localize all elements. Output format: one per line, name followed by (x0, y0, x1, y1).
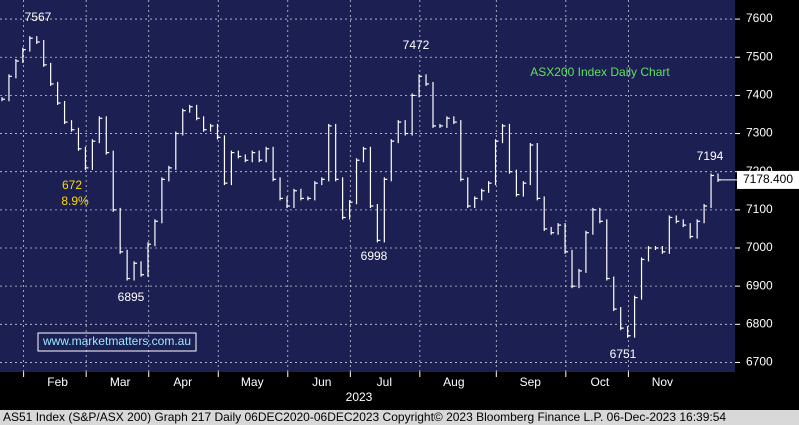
annotation: 7472 (403, 38, 430, 52)
x-tick-label: Sep (520, 375, 542, 389)
annotation: 672 (62, 178, 82, 192)
annotation: 6895 (118, 290, 145, 304)
x-tick-label: Apr (173, 375, 192, 389)
y-tick-label: 7000 (746, 240, 773, 254)
y-tick-label: 6700 (746, 355, 773, 369)
footer-bar (0, 410, 799, 425)
x-tick-label: Feb (47, 375, 68, 389)
y-tick-label: 7500 (746, 49, 773, 63)
x-tick-label: Mar (110, 375, 131, 389)
annotation: 6998 (361, 249, 388, 263)
x-tick-label: Jun (312, 375, 331, 389)
annotation: 7194 (697, 149, 724, 163)
annotation: 8.9% (61, 194, 89, 208)
annotation: www.marketmatters.com.au (42, 334, 191, 348)
last-price-label: 7178.400 (743, 172, 793, 186)
x-tick-label: Oct (590, 375, 609, 389)
y-tick-label: 6900 (746, 278, 773, 292)
plot-area (0, 0, 735, 372)
y-tick-label: 7600 (746, 11, 773, 25)
x-tick-label: Nov (652, 375, 673, 389)
y-tick-label: 7400 (746, 88, 773, 102)
y-tick-label: 6800 (746, 316, 773, 330)
footer: AS51 Index (S&P/ASX 200) Graph 217 Daily… (3, 410, 726, 424)
x-tick-label: May (241, 375, 264, 389)
annotation: 7567 (25, 10, 52, 24)
watermark-box (37, 332, 197, 352)
chart-title: ASX200 Index Daily Chart (530, 65, 670, 79)
x-tick-label: Aug (443, 375, 464, 389)
annotation: 6751 (610, 347, 637, 361)
last-price-box (737, 170, 799, 189)
y-tick-label: 7100 (746, 202, 773, 216)
x-tick-label: Jul (377, 375, 392, 389)
y-tick-label: 7300 (746, 126, 773, 140)
x-axis-label: 2023 (346, 390, 373, 404)
